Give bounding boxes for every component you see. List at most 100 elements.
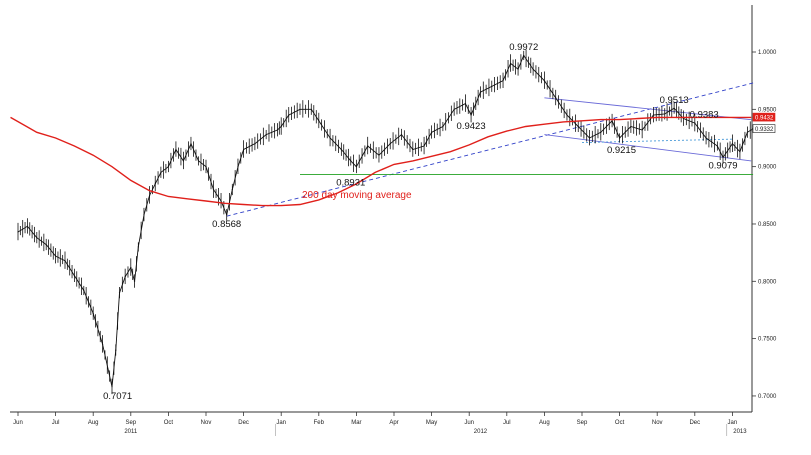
- moving-average-layer: [10, 116, 752, 207]
- price-point: [111, 386, 113, 388]
- price-point: [431, 131, 433, 133]
- price-point: [652, 114, 655, 116]
- price-point: [566, 114, 568, 116]
- last-price-tag-label: 0.9432: [755, 115, 774, 121]
- price-annotation: 0.9383: [690, 110, 719, 121]
- price-annotation: 0.7071: [103, 391, 132, 402]
- y-tick-label: 0.9000: [758, 165, 777, 171]
- price-annotation: 0.8931: [336, 178, 365, 189]
- price-point: [517, 68, 519, 70]
- price-point: [318, 120, 320, 122]
- price-point: [479, 91, 482, 93]
- price-annotation: 0.9513: [660, 95, 689, 106]
- price-point: [45, 244, 47, 246]
- price-point: [543, 80, 546, 82]
- moving-average-label: 200 day moving average: [302, 190, 412, 201]
- price-point: [378, 154, 380, 156]
- price-point: [143, 214, 145, 216]
- price-annotation: 0.8568: [212, 219, 241, 230]
- trendline: [581, 138, 733, 144]
- price-point: [555, 97, 557, 99]
- price-point: [254, 143, 256, 145]
- price-annotation: 0.9079: [708, 161, 737, 172]
- price-point: [739, 151, 741, 153]
- x-tick-label: Jun: [464, 420, 474, 426]
- price-point: [664, 113, 666, 115]
- price-point: [73, 274, 75, 277]
- price-point: [355, 166, 357, 168]
- x-tick-label: Oct: [615, 420, 625, 426]
- price-point: [26, 225, 28, 227]
- price-point: [133, 280, 136, 282]
- price-point: [423, 145, 425, 147]
- price-point: [205, 166, 207, 168]
- price-point: [722, 156, 724, 159]
- price-point: [92, 312, 94, 315]
- price-point: [124, 276, 126, 278]
- price-point: [367, 145, 369, 147]
- price-point: [276, 129, 279, 131]
- price-point: [102, 343, 104, 345]
- price-point: [619, 137, 621, 139]
- price-point: [694, 122, 696, 124]
- y-axis-ticks: 0.7000 0.7500 0.8000 0.8500 0.9000 0.9500 1.00…: [752, 50, 777, 400]
- price-point: [453, 108, 455, 110]
- price-point: [154, 183, 156, 185]
- x-tick-label: Sep: [125, 420, 136, 426]
- price-point: [243, 148, 245, 151]
- price-point: [212, 188, 215, 191]
- price-point: [160, 171, 162, 173]
- price-point: [731, 143, 734, 145]
- x-tick-label: Aug: [88, 420, 99, 426]
- price-point: [36, 237, 38, 239]
- trendlines: [226, 82, 754, 217]
- price-point: [190, 143, 192, 145]
- price-point: [299, 108, 301, 110]
- price-point: [470, 114, 472, 116]
- x-tick-label: Sep: [577, 420, 588, 426]
- price-point: [237, 166, 239, 168]
- x-tick-label: Apr: [389, 420, 398, 426]
- price-point: [412, 148, 414, 151]
- price-annotation: 0.9215: [607, 145, 636, 156]
- price-point: [682, 117, 685, 120]
- last-price-tags: 0.9432 0.9332: [752, 112, 776, 133]
- price-point: [588, 137, 591, 139]
- price-point: [746, 131, 749, 133]
- price-point: [55, 255, 57, 257]
- y-tick-label: 1.0000: [758, 50, 777, 56]
- x-axis-ticks: Jun Jul Aug Sep Oct Nov Dec Jan Feb Mar Apr May Jun J…: [13, 412, 747, 436]
- price-point: [149, 194, 151, 196]
- price-point: [137, 246, 139, 248]
- last-price-tag: [752, 112, 776, 122]
- price-annotation: 0.9972: [509, 42, 538, 53]
- price-point: [509, 62, 512, 65]
- x-tick-label: May: [426, 420, 437, 426]
- price-point: [64, 260, 66, 262]
- price-point: [340, 148, 342, 151]
- price-point: [600, 131, 602, 133]
- y-tick-label: 0.8000: [758, 279, 777, 285]
- price-point: [630, 125, 632, 128]
- y-tick-label: 0.8500: [758, 222, 777, 228]
- price-point: [115, 349, 117, 351]
- price-point: [288, 114, 290, 116]
- x-tick-label: Nov: [652, 420, 663, 426]
- price-point: [130, 266, 132, 269]
- price-point: [705, 137, 707, 139]
- y-tick-label: 0.7500: [758, 337, 777, 343]
- x-tick-label: Dec: [689, 420, 700, 426]
- y-tick-label: 0.9500: [758, 107, 777, 113]
- x-tick-label: Jan: [728, 420, 738, 426]
- x-year-label: 2013: [733, 429, 747, 435]
- price-point: [523, 54, 525, 57]
- price-annotations: 0.7071 0.8568 0.8931 0.9423 0.9972 0.95130.93…: [103, 42, 737, 402]
- price-point: [231, 188, 233, 191]
- last-price-tag-label: 0.9332: [755, 127, 774, 133]
- price-point: [611, 120, 613, 122]
- x-tick-label: Nov: [201, 420, 212, 426]
- x-tick-label: Feb: [314, 420, 325, 426]
- price-point: [329, 137, 331, 139]
- last-price-tag: [752, 124, 776, 133]
